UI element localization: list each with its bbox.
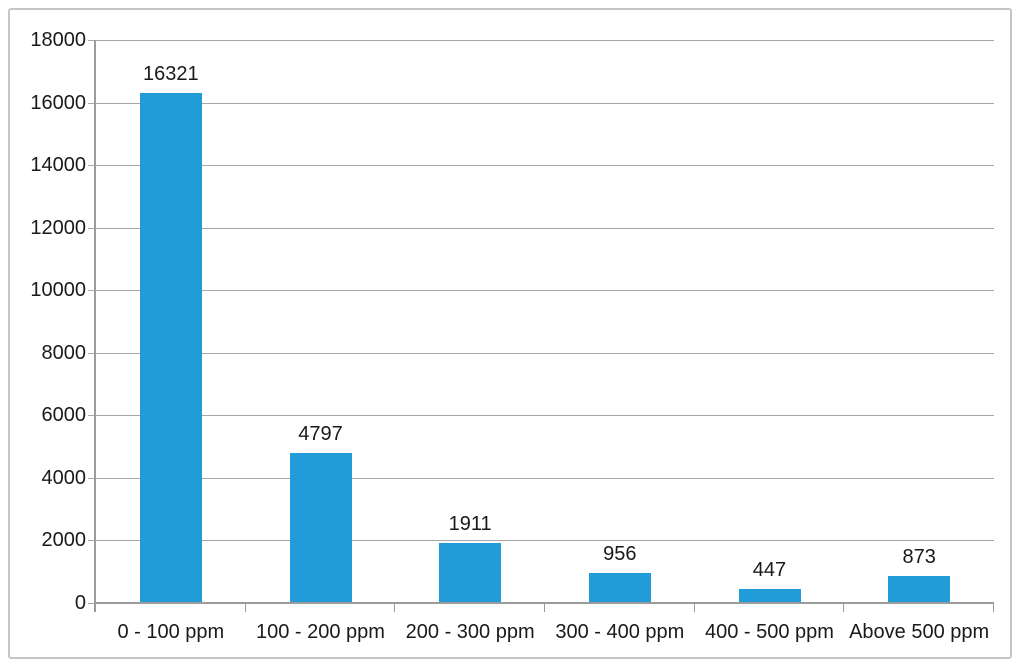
x-axis-tick [843,604,845,612]
bar [588,573,651,603]
y-axis-tick-label: 14000 [30,154,86,177]
y-axis-tick-label: 8000 [41,341,87,364]
y-axis-tick-label: 0 [74,592,86,614]
bar [888,576,951,603]
y-axis-tick [88,40,96,41]
y-axis-tick [88,290,96,292]
y-axis-tick [88,227,96,229]
y-axis-tick-label: 18000 [30,29,86,51]
bar-value-label: 873 [902,546,936,568]
bar-value-label: 4797 [298,423,343,445]
y-axis-tick [88,352,96,354]
x-axis-category-label: 200 - 300 ppm [405,621,535,643]
gridline [96,227,994,229]
x-axis-category-label: 300 - 400 ppm [555,621,685,643]
x-axis-tick [244,604,246,612]
chart-frame [8,8,1012,659]
gridline [96,477,994,479]
x-axis-line [94,602,994,604]
y-axis-tick [88,603,96,604]
x-axis-tick [693,604,695,612]
y-axis-tick-label: 6000 [41,404,87,427]
gridline [96,352,994,354]
x-axis-category-label: Above 500 ppm [849,621,990,643]
x-axis-tick [993,604,994,612]
x-axis-category-label: 400 - 500 ppm [704,621,834,643]
y-axis-tick-label: 12000 [30,216,86,239]
gridline [96,290,994,292]
bar [439,543,502,603]
y-axis-tick [88,102,96,104]
gridline [96,415,994,417]
y-axis-tick [88,415,96,417]
gridline [96,102,994,104]
gridline [96,40,994,41]
bar [139,93,202,603]
bar-value-label: 447 [752,559,787,581]
gridline [96,540,994,542]
bar [289,453,352,603]
y-axis-tick [88,540,96,542]
bar-value-label: 956 [603,543,637,565]
y-axis-tick-label: 16000 [30,91,86,114]
x-axis-category-label: 100 - 200 ppm [255,621,385,643]
x-axis-category-label: 0 - 100 ppm [117,621,225,643]
gridline [96,165,994,167]
bar-value-label: 1911 [448,513,492,535]
x-axis-tick [544,604,545,612]
y-axis-line [94,40,96,612]
bar-value-label: 16321 [143,63,199,85]
plot-area: 16321 4797 1911 956 447 873 [96,40,994,603]
y-axis-tick [88,165,96,167]
bar [738,589,801,603]
y-axis-tick-label: 2000 [41,529,87,552]
x-axis-tick [394,604,396,612]
y-axis-tick [88,477,96,479]
y-axis-tick-label: 10000 [30,279,86,302]
y-axis-tick-label: 4000 [41,466,87,489]
